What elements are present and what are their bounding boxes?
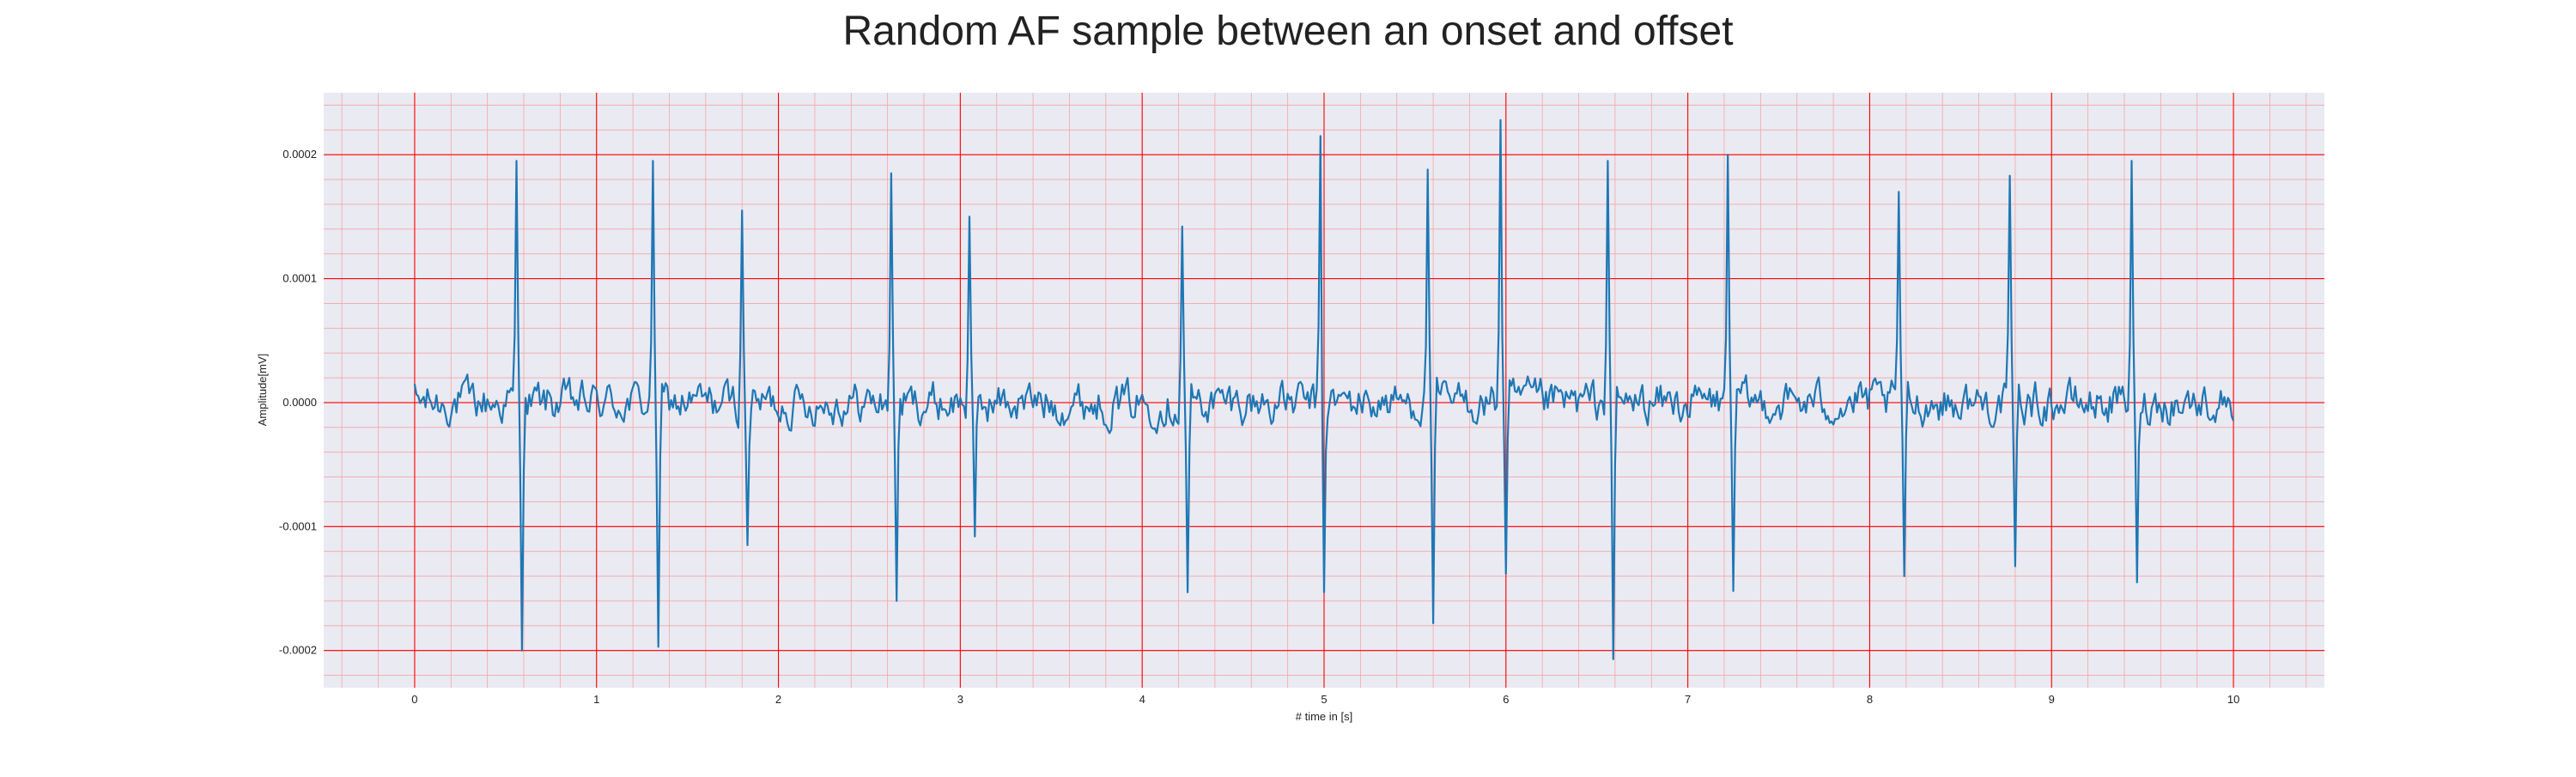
x-tick-label: 5 [1321,693,1327,706]
x-axis-label: # time in [s] [1296,710,1352,723]
x-tick-label: 4 [1139,693,1145,706]
signal-layer [413,118,2235,660]
y-tick-label: 0.0000 [283,396,317,409]
y-tick-label: -0.0002 [279,644,317,657]
x-tick-label: 7 [1685,693,1691,706]
x-tick-label: 3 [957,693,963,706]
x-tick-label: 2 [775,693,781,706]
x-tick-label: 1 [593,693,599,706]
y-tick-labels: -0.0002 -0.0001 0.0000 0.0001 0.0002 [279,148,317,657]
x-tick-labels: 0 1 2 3 4 5 6 7 8 9 10 [411,693,2239,706]
y-tick-label: 0.0001 [283,272,317,285]
signal-line [413,118,2235,660]
x-tick-label: 9 [2049,693,2055,706]
x-tick-label: 10 [2227,693,2239,706]
x-tick-label: 6 [1503,693,1509,706]
x-tick-label: 0 [411,693,417,706]
y-tick-label: -0.0001 [279,519,317,532]
x-tick-label: 8 [1867,693,1873,706]
y-tick-label: 0.0002 [283,148,317,161]
chart-title: Random AF sample between an onset and of… [842,9,1733,54]
y-axis-label: Amplitude[mV] [256,354,269,427]
